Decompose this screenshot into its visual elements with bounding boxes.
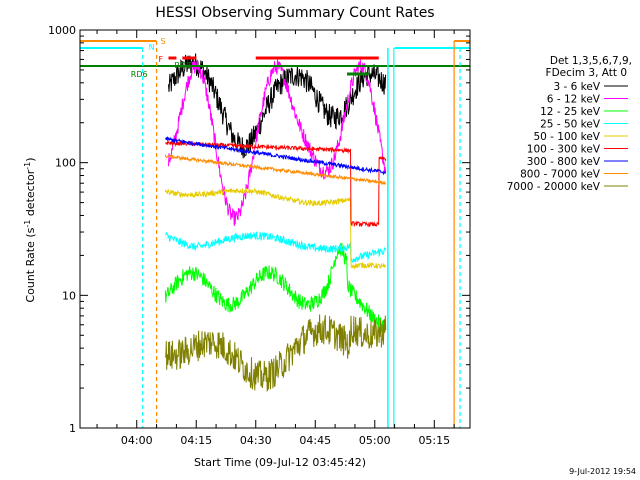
x-axis-label: Start Time (09-Jul-12 03:45:42): [194, 456, 366, 469]
x-tick-label-2: 04:15: [180, 434, 212, 447]
flag-label-f: F: [159, 55, 164, 64]
y-tick-label-3: 100: [55, 157, 76, 170]
legend-label-7: 300 - 800 keV: [527, 156, 601, 168]
chart-title: HESSI Observing Summary Count Rates: [155, 5, 434, 21]
legend-label-8: 800 - 7000 keV: [520, 169, 601, 181]
legend-label-5: 50 - 100 keV: [533, 131, 600, 143]
y-axis-label: Count Rate (s-1 detector-1): [23, 157, 37, 302]
svg-text:Count Rate (s-1 detector-1): Count Rate (s-1 detector-1): [23, 157, 37, 302]
x-tick-label-3: 04:30: [240, 434, 272, 447]
series-line-3: [164, 242, 387, 333]
legend-label-9: 7000 - 20000 keV: [507, 181, 601, 193]
series-line-1: [168, 53, 387, 159]
plot-frame: [79, 29, 471, 429]
series-line-6: [165, 139, 387, 228]
x-tick-label-4: 04:45: [299, 434, 331, 447]
legend-label-3: 12 - 25 keV: [540, 106, 601, 118]
plot-area: SNF RDG RD6: [80, 37, 470, 428]
series-line-8: [164, 154, 387, 186]
series-line-5: [164, 187, 387, 271]
flag-label-n: N: [149, 43, 155, 52]
series-line-7: [164, 136, 386, 176]
legend-label-1: 3 - 6 keV: [553, 81, 600, 93]
x-tick-label-5: 05:00: [359, 434, 391, 447]
legend-header-1: Det 1,3,5,6,7,9,: [550, 55, 632, 67]
y-tick-label-2: 10: [62, 289, 76, 302]
flag-label-rd6: RD6: [131, 70, 148, 79]
footer-date: 9-Jul-2012 19:54: [569, 467, 636, 476]
flag-label-rdg: RDG: [174, 61, 192, 70]
legend-label-6: 100 - 300 keV: [527, 144, 601, 156]
series-line-4: [164, 231, 387, 264]
x-tick-label-6: 05:15: [418, 434, 450, 447]
y-tick-label-1: 1: [69, 422, 76, 435]
flag-label-s: S: [161, 37, 166, 46]
x-tick-label-1: 04:00: [121, 434, 153, 447]
axes: 1 10 100 1000 04:00 04:15 04:30 04:45 05:00 05:15: [48, 24, 471, 447]
legend-header-2: FDecim 3, Att 0: [546, 67, 627, 79]
legend-label-4: 25 - 50 keV: [540, 119, 601, 131]
y-tick-label-4: 1000: [48, 24, 76, 37]
series-line-9: [164, 314, 387, 392]
legend-label-2: 6 - 12 keV: [547, 94, 601, 106]
series-line-2: [168, 59, 387, 227]
